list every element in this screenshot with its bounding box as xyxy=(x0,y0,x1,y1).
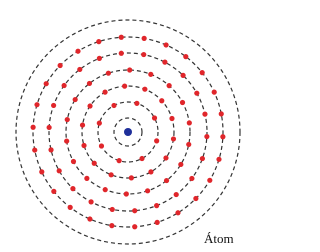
electron xyxy=(87,81,92,86)
electron xyxy=(31,125,36,130)
electron xyxy=(92,161,97,166)
electron xyxy=(48,147,53,152)
nucleus xyxy=(124,128,132,136)
electron xyxy=(207,178,212,183)
electron xyxy=(145,188,150,193)
electron xyxy=(174,192,179,197)
electron xyxy=(75,49,80,54)
electron xyxy=(84,176,89,181)
electron xyxy=(171,136,176,141)
electron xyxy=(142,36,147,41)
electron xyxy=(103,187,108,192)
electron xyxy=(154,203,159,208)
electron xyxy=(109,172,114,177)
electron xyxy=(216,157,221,162)
electron xyxy=(73,97,78,102)
electron xyxy=(178,162,183,167)
electron xyxy=(127,67,132,72)
electron xyxy=(71,159,76,164)
electron xyxy=(64,138,69,143)
electron xyxy=(80,122,85,127)
electron xyxy=(58,63,63,68)
electron xyxy=(119,51,124,56)
electron xyxy=(141,52,146,57)
electron xyxy=(77,67,82,72)
electron xyxy=(132,224,137,229)
electron xyxy=(68,205,73,210)
electron xyxy=(96,39,101,44)
electron xyxy=(154,138,159,143)
electron xyxy=(187,120,192,125)
electron xyxy=(87,216,92,221)
electron xyxy=(189,176,194,181)
electron xyxy=(175,210,180,215)
electron xyxy=(97,56,102,61)
caption: Átom xyxy=(204,231,234,246)
electron xyxy=(111,103,116,108)
electron xyxy=(180,100,185,105)
electron xyxy=(109,223,114,228)
electron xyxy=(106,71,111,76)
electron xyxy=(159,98,164,103)
electron xyxy=(110,207,115,212)
electron xyxy=(202,112,207,117)
electron xyxy=(87,103,92,108)
electron xyxy=(148,72,153,77)
electron xyxy=(142,87,147,92)
electron xyxy=(212,90,217,95)
electron xyxy=(204,134,209,139)
electron xyxy=(193,196,198,201)
electron xyxy=(119,35,124,40)
electron xyxy=(152,115,157,120)
electron xyxy=(32,147,37,152)
electron xyxy=(51,189,56,194)
electron xyxy=(44,81,49,86)
electron xyxy=(47,125,52,130)
electron xyxy=(155,220,160,225)
electron xyxy=(219,111,224,116)
electron xyxy=(148,169,153,174)
electron xyxy=(102,90,107,95)
electron xyxy=(99,143,104,148)
electron xyxy=(81,143,86,148)
electron xyxy=(97,121,102,126)
electron xyxy=(88,199,93,204)
electron xyxy=(129,175,134,180)
electron xyxy=(200,156,205,161)
electron xyxy=(65,117,70,122)
electron xyxy=(70,186,75,191)
electron xyxy=(180,73,185,78)
electron xyxy=(57,168,62,173)
electron xyxy=(169,116,174,121)
electron xyxy=(51,103,56,108)
electron xyxy=(122,84,127,89)
electron xyxy=(200,70,205,75)
electron xyxy=(183,54,188,59)
electron xyxy=(34,102,39,107)
electron xyxy=(139,156,144,161)
electron xyxy=(186,142,191,147)
atom-diagram: Átom xyxy=(0,0,248,252)
electron xyxy=(164,178,169,183)
electron xyxy=(134,101,139,106)
electron xyxy=(194,91,199,96)
electron xyxy=(132,208,137,213)
electron xyxy=(117,158,122,163)
page: {"label": "Átom"} Átom (() => { const da… xyxy=(0,0,248,252)
electron xyxy=(162,60,167,65)
electron xyxy=(163,42,168,47)
electron xyxy=(220,134,225,139)
electron xyxy=(167,83,172,88)
electron xyxy=(124,191,129,196)
electron xyxy=(62,83,67,88)
electron xyxy=(39,169,44,174)
electron xyxy=(163,155,168,160)
